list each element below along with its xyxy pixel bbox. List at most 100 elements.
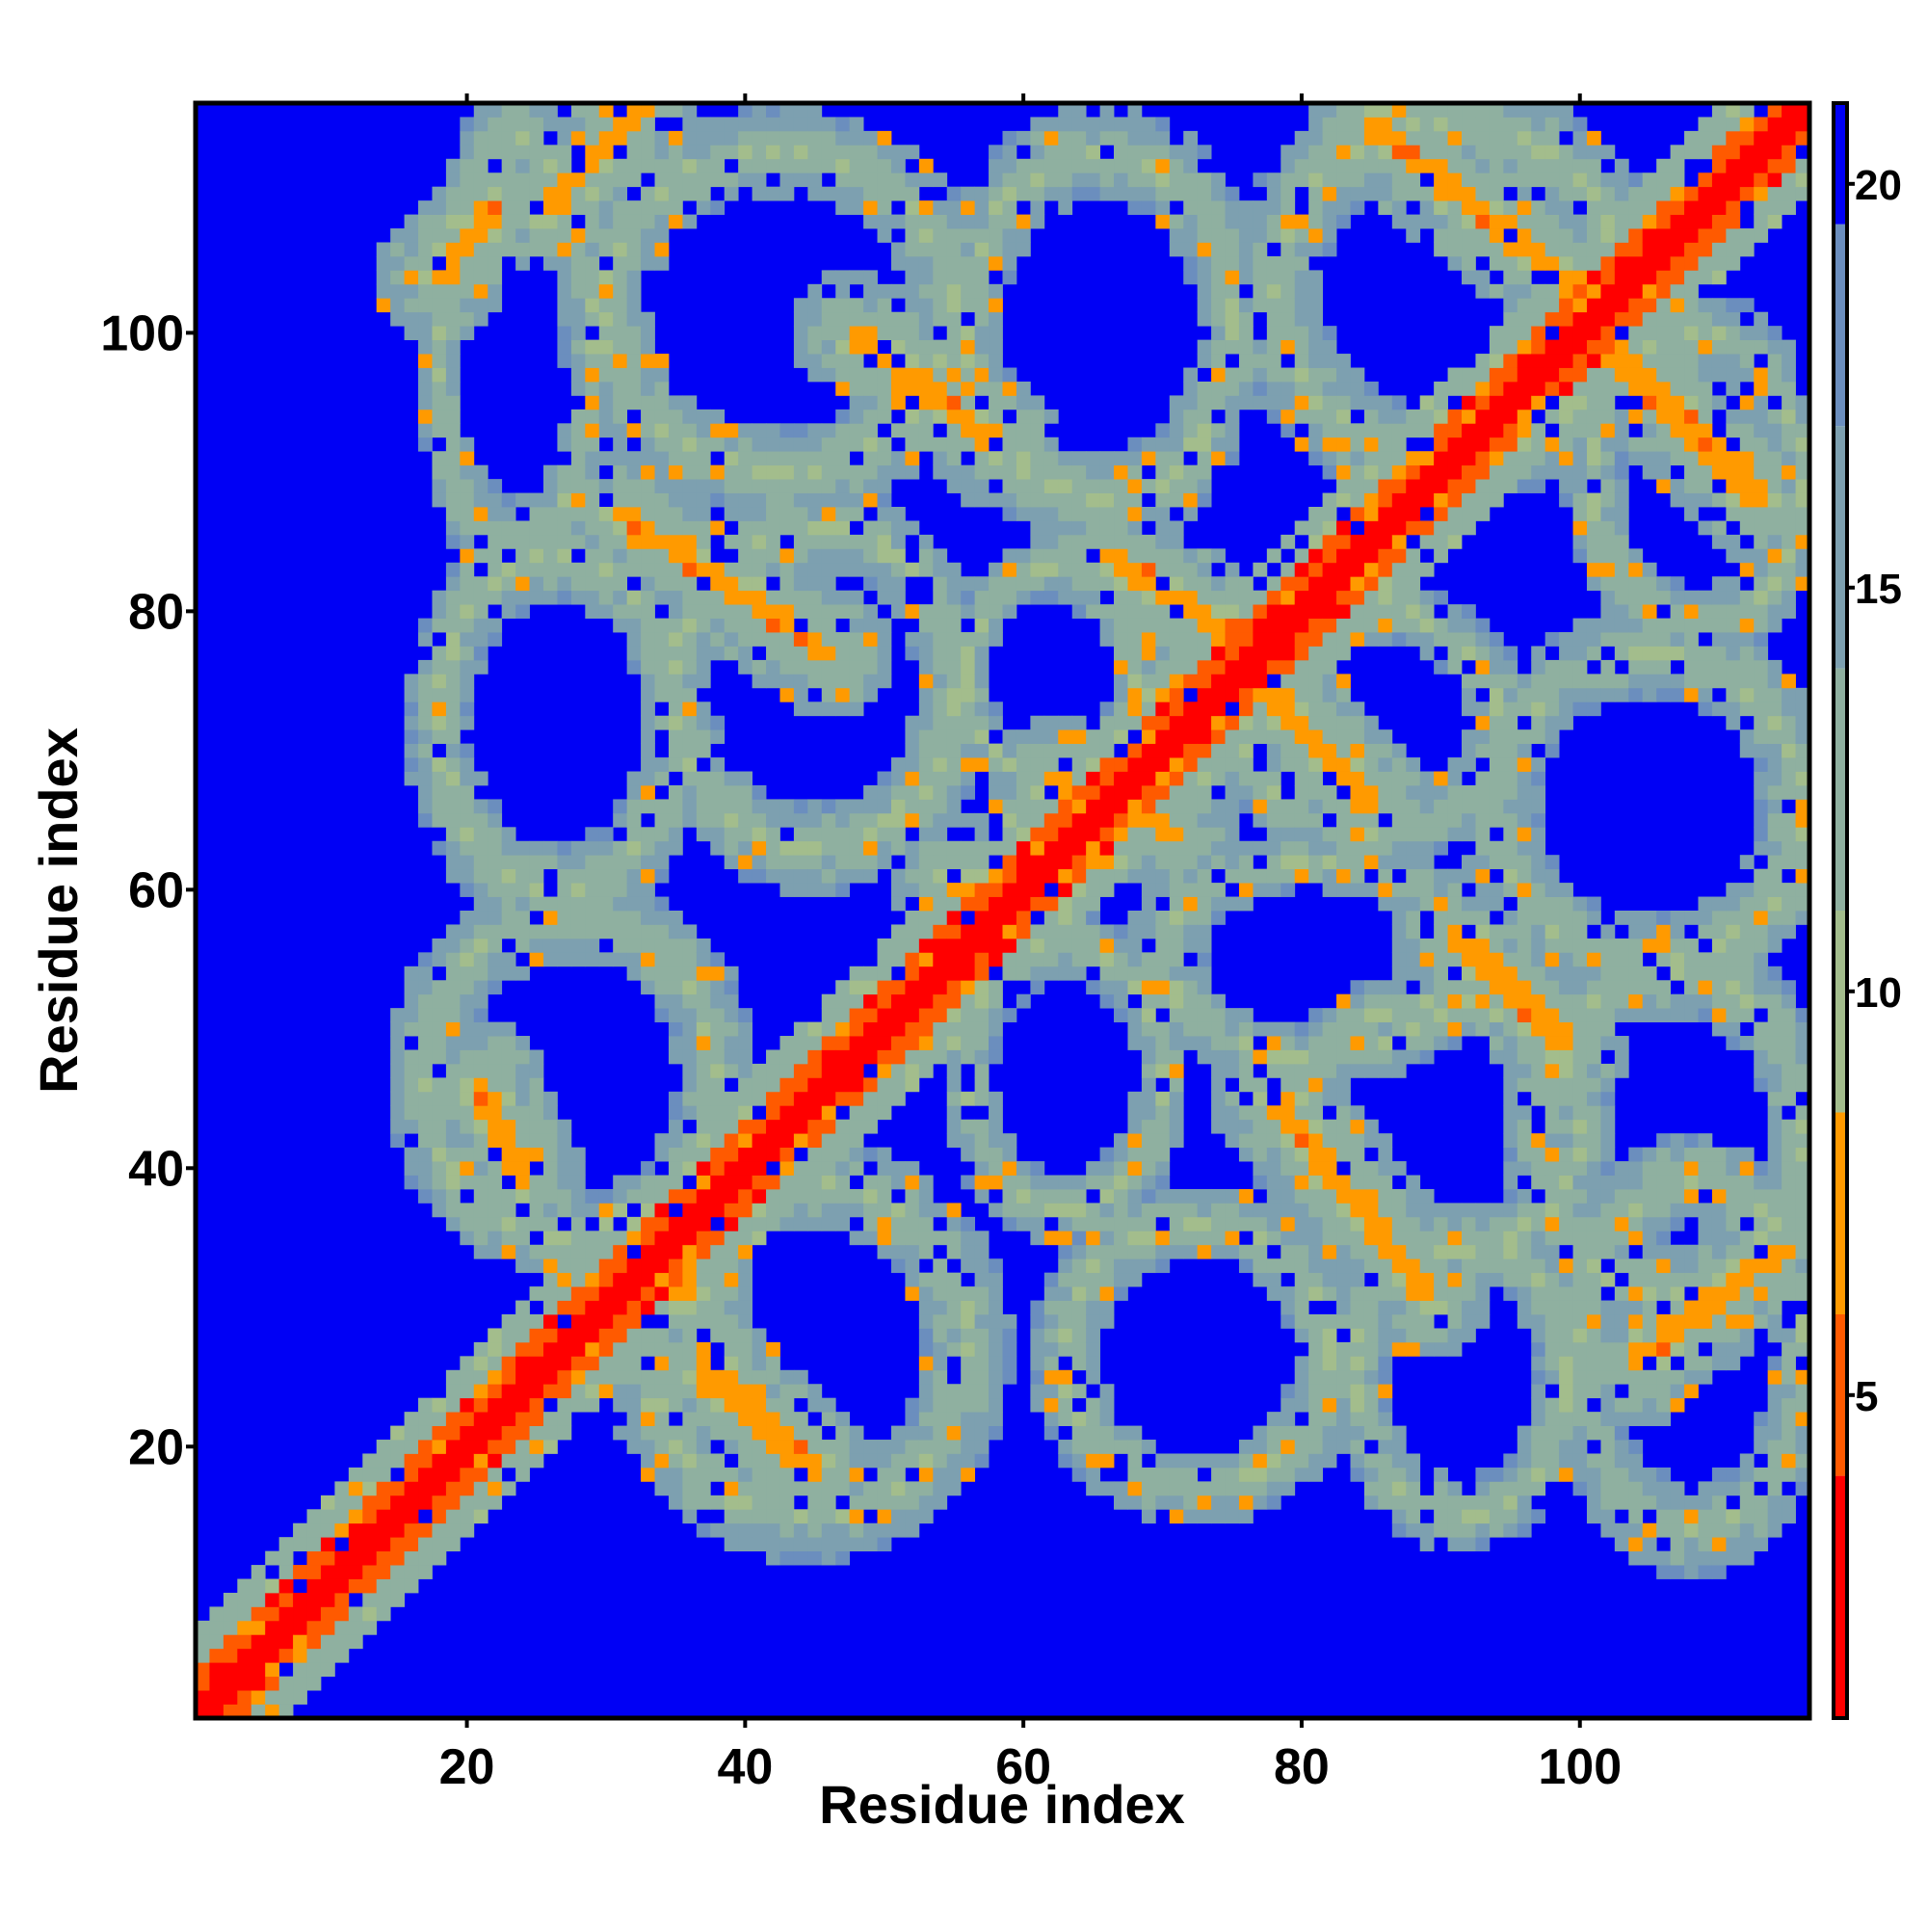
heatmap-cell (1058, 492, 1073, 508)
heatmap-cell (961, 701, 976, 717)
heatmap-cell (668, 980, 683, 995)
heatmap-cell (460, 1384, 475, 1399)
heatmap-cell (445, 966, 461, 981)
heatmap-cell (445, 604, 461, 619)
heatmap-cell (905, 283, 920, 299)
heatmap-cell (1030, 158, 1045, 173)
heatmap-cell (835, 1119, 851, 1134)
heatmap-cell (738, 117, 752, 132)
heatmap-cell (1183, 757, 1199, 772)
heatmap-cell (766, 437, 780, 452)
heatmap-cell (752, 1119, 767, 1134)
heatmap-cell (488, 228, 503, 243)
heatmap-cell (974, 255, 990, 271)
heatmap-cell (974, 367, 990, 383)
heatmap-cell (460, 437, 475, 452)
heatmap-cell (1322, 1021, 1337, 1037)
heatmap-cell (641, 883, 655, 897)
heatmap-cell (626, 200, 642, 215)
heatmap-cell (320, 1550, 335, 1566)
heatmap-cell (1071, 1440, 1087, 1454)
heatmap-cell (807, 562, 823, 577)
heatmap-cell (793, 423, 808, 438)
heatmap-cell (501, 924, 516, 940)
heatmap-cell (1141, 479, 1156, 493)
heatmap-cell (807, 464, 823, 480)
heatmap-cell (613, 354, 628, 368)
heatmap-cell (974, 840, 990, 856)
heatmap-cell (807, 812, 823, 828)
heatmap-cell (807, 283, 823, 299)
heatmap-cell (877, 534, 892, 549)
heatmap-cell (529, 1105, 544, 1121)
heatmap-cell (529, 1119, 544, 1134)
heatmap-cell (626, 1258, 642, 1274)
heatmap-cell (570, 1258, 586, 1274)
heatmap-cell (1266, 827, 1281, 842)
heatmap-cell (877, 1522, 892, 1538)
heatmap-cell (515, 1175, 530, 1190)
heatmap-cell (752, 1231, 767, 1246)
heatmap-cell (445, 812, 461, 828)
heatmap-cell (835, 311, 851, 327)
heatmap-cell (890, 924, 906, 940)
heatmap-cell (641, 701, 655, 717)
heatmap-cell (1099, 1175, 1115, 1190)
heatmap-cell (877, 1244, 892, 1259)
heatmap-cell (501, 172, 516, 188)
heatmap-cell (710, 715, 726, 730)
heatmap-cell (570, 186, 586, 201)
heatmap-cell (557, 200, 572, 215)
heatmap-cell (1058, 186, 1073, 201)
heatmap-cell (710, 1258, 726, 1274)
heatmap-cell (418, 1133, 433, 1149)
heatmap-cell (946, 687, 962, 702)
heatmap-cell (404, 283, 419, 299)
heatmap-cell (835, 520, 851, 536)
heatmap-cell (488, 868, 503, 884)
heatmap-cell (654, 952, 670, 967)
heatmap-cell (613, 409, 628, 424)
heatmap-cell (1002, 590, 1017, 605)
heatmap-cell (668, 659, 683, 675)
heatmap-cell (418, 799, 433, 814)
heatmap-cell (1071, 534, 1087, 549)
heatmap-cell (473, 812, 488, 828)
heatmap-cell (779, 1188, 795, 1204)
heatmap-cell (613, 367, 628, 383)
heatmap-cell (654, 1467, 670, 1482)
heatmap-cell (445, 464, 461, 480)
heatmap-cell (696, 492, 711, 508)
heatmap-cell (738, 1369, 752, 1385)
heatmap-cell (1308, 367, 1324, 383)
heatmap-cell (542, 1133, 558, 1149)
heatmap-cell (1225, 784, 1240, 800)
heatmap-cell (989, 172, 1003, 188)
heatmap-cell (821, 520, 836, 536)
heatmap-cell (1322, 1341, 1337, 1357)
heatmap-cell (933, 1272, 948, 1287)
heatmap-cell (1378, 576, 1393, 592)
heatmap-cell (501, 103, 516, 118)
heatmap-cell (626, 367, 642, 383)
heatmap-cell (1099, 1161, 1115, 1176)
heatmap-cell (668, 145, 683, 160)
heatmap-cell (1197, 729, 1212, 745)
heatmap-cell (989, 1091, 1003, 1106)
heatmap-cell (961, 883, 976, 897)
heatmap-cell (501, 1425, 516, 1441)
heatmap-cell (641, 952, 655, 967)
heatmap-cell (1099, 632, 1115, 647)
heatmap-cell (334, 1592, 350, 1607)
heatmap-cell (1016, 576, 1031, 592)
heatmap-cell (1322, 520, 1337, 536)
heatmap-cell (473, 590, 488, 605)
heatmap-cell (641, 855, 655, 870)
heatmap-cell (710, 812, 726, 828)
heatmap-cell (682, 1133, 698, 1149)
heatmap-cell (320, 1522, 335, 1538)
heatmap-cell (501, 1105, 516, 1121)
heatmap-cell (807, 117, 823, 132)
heatmap-cell (989, 1328, 1003, 1343)
heatmap-cell (724, 980, 739, 995)
